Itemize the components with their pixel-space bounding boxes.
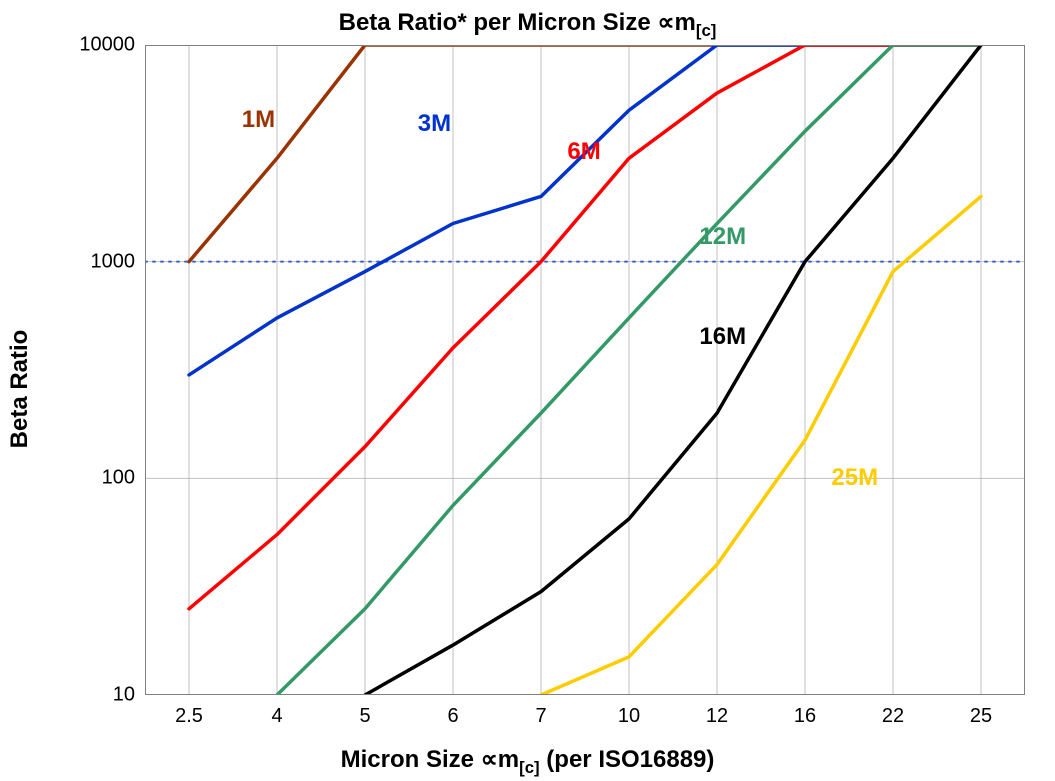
y-tick-label: 100: [65, 467, 135, 490]
series-label-1M: 1M: [242, 106, 275, 134]
y-tick-label: 10000: [65, 34, 135, 57]
y-axis-label: Beta Ratio: [6, 329, 34, 449]
x-tick-label: 2.5: [175, 705, 203, 728]
beta-ratio-chart: Beta Ratio* per Micron Size ∝m[c] Micron…: [0, 0, 1055, 781]
y-tick-label: 10: [65, 684, 135, 707]
x-tick-label: 10: [618, 705, 640, 728]
y-tick-label: 1000: [65, 250, 135, 273]
series-line-25M: [541, 196, 981, 695]
series-label-25M: 25M: [831, 464, 878, 492]
series-line-16M: [365, 45, 981, 695]
x-tick-label: 6: [447, 705, 458, 728]
series-label-16M: 16M: [699, 323, 746, 351]
series-label-12M: 12M: [699, 223, 746, 251]
series-label-3M: 3M: [418, 110, 451, 138]
xlabel-text: Micron Size ∝m[c] (per ISO16889): [341, 746, 715, 773]
series-label-6M: 6M: [567, 138, 600, 166]
x-tick-label: 12: [706, 705, 728, 728]
x-axis-label: Micron Size ∝m[c] (per ISO16889): [0, 745, 1055, 778]
x-tick-label: 5: [359, 705, 370, 728]
x-tick-label: 4: [271, 705, 282, 728]
chart-title: Beta Ratio* per Micron Size ∝m[c]: [0, 8, 1055, 41]
x-tick-label: 22: [882, 705, 904, 728]
x-tick-label: 25: [970, 705, 992, 728]
title-text: Beta Ratio* per Micron Size ∝m[c]: [339, 9, 717, 36]
x-tick-label: 16: [794, 705, 816, 728]
x-tick-label: 7: [535, 705, 546, 728]
